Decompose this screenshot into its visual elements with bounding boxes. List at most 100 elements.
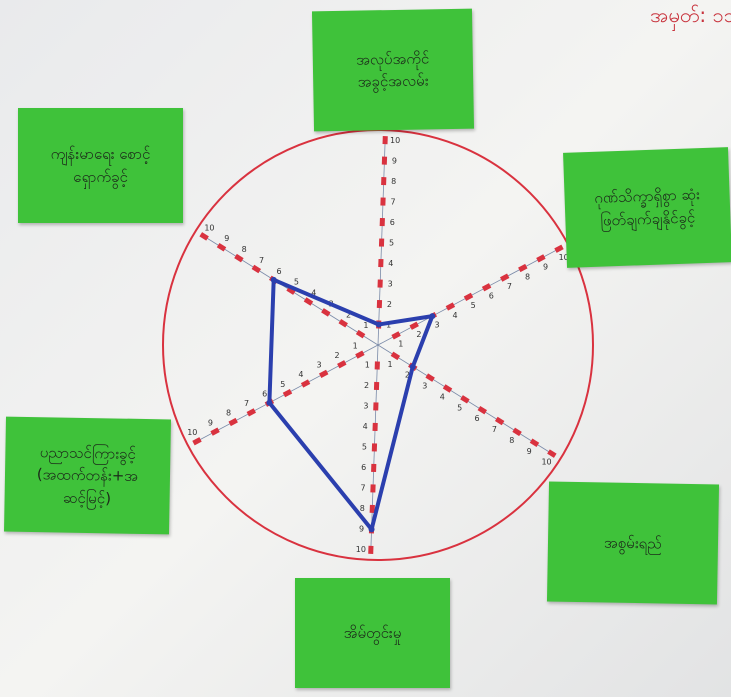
tick-label: 3 — [434, 320, 439, 329]
tick-mark — [518, 263, 528, 273]
tick-label: 1 — [363, 321, 368, 330]
tick-label: 8 — [360, 504, 365, 513]
radar-point — [409, 363, 416, 370]
tick-label: 10 — [390, 136, 400, 145]
tick-mark — [547, 449, 557, 458]
tick-mark — [499, 273, 510, 282]
radar-point — [429, 313, 436, 320]
tick-label: 9 — [208, 418, 213, 427]
tick-label: 8 — [226, 409, 231, 418]
tick-mark — [445, 302, 456, 311]
tick-label: 5 — [471, 301, 476, 310]
tick-mark — [251, 264, 262, 274]
axis-label-note: အလုပ်အကိုင် အခွင့်အလမ်း — [311, 8, 475, 132]
tick-mark — [355, 350, 365, 359]
tick-mark — [318, 369, 329, 378]
tick-label: 4 — [440, 392, 445, 401]
tick-mark — [460, 395, 470, 404]
tick-mark — [494, 416, 505, 426]
tick-mark — [234, 253, 244, 263]
tick-label: 4 — [298, 370, 303, 379]
tick-label: 3 — [388, 279, 393, 288]
tick-label: 4 — [388, 259, 393, 268]
tick-mark — [529, 438, 540, 448]
tick-label: 2 — [416, 330, 421, 339]
axis-label-note: ကျန်းမာရေး စောင့် ရှောက်ခွင့် — [18, 108, 183, 223]
tick-label: 5 — [280, 380, 285, 389]
tick-mark — [409, 321, 419, 330]
tick-label: 9 — [527, 447, 532, 456]
tick-label: 7 — [360, 484, 365, 493]
tick-label: 6 — [276, 267, 281, 276]
tick-label: 10 — [356, 545, 366, 554]
tick-mark — [192, 437, 202, 446]
tick-mark — [300, 379, 311, 388]
tick-label: 8 — [391, 177, 396, 186]
tick-mark — [536, 254, 546, 263]
tick-label: 10 — [187, 428, 197, 437]
tick-mark — [355, 329, 366, 339]
radar-point — [368, 526, 375, 533]
tick-label: 6 — [390, 218, 395, 227]
tick-mark — [554, 244, 564, 253]
tick-label: 5 — [389, 238, 394, 247]
tick-label: 1 — [365, 361, 370, 370]
radar-point — [266, 399, 273, 406]
axis-label-note: အိမ်တွင်းမှု — [295, 578, 450, 688]
tick-label: 2 — [346, 310, 351, 319]
tick-mark — [216, 242, 227, 252]
tick-mark — [286, 286, 296, 295]
tick-label: 1 — [398, 340, 403, 349]
tick-label: 7 — [259, 256, 264, 265]
tick-mark — [391, 331, 401, 340]
axis-label-note: ဂုဏ်သိက္ခာရှိစွာ ဆုံး ဖြတ်ချက်ချနိုင်ခွင… — [563, 147, 731, 268]
tick-label: 9 — [224, 234, 229, 243]
tick-mark — [321, 308, 331, 317]
tick-mark — [199, 232, 209, 241]
tick-label: 7 — [507, 282, 512, 291]
tick-label: 3 — [316, 361, 321, 370]
tick-label: 2 — [335, 351, 340, 360]
tick-label: 6 — [489, 292, 494, 301]
tick-label: 4 — [363, 422, 368, 431]
tick-mark — [512, 427, 522, 437]
tick-label: 2 — [387, 300, 392, 309]
tick-mark — [481, 283, 492, 292]
tick-label: 6 — [262, 389, 267, 398]
tick-mark — [477, 405, 488, 415]
tick-label: 6 — [361, 463, 366, 472]
tick-label: 1 — [388, 360, 393, 369]
tick-mark — [442, 384, 453, 393]
tick-label: 7 — [244, 399, 249, 408]
radar-point — [375, 321, 382, 328]
tick-mark — [338, 319, 348, 328]
radar-point — [270, 276, 277, 283]
tick-label: 5 — [294, 278, 299, 287]
tick-mark — [303, 297, 314, 306]
tick-mark — [210, 427, 220, 436]
axis-label-note: အစွမ်းရည် — [546, 481, 720, 605]
axis-label-note: ပညာသင်ကြားခွင့် (အထက်တန်း+အ ဆင့်မြင့်) — [4, 416, 171, 535]
tick-label: 10 — [541, 458, 551, 467]
tick-mark — [228, 417, 238, 427]
tick-label: 8 — [242, 245, 247, 254]
tick-label: 8 — [525, 272, 530, 281]
tick-label: 10 — [559, 253, 569, 262]
tick-mark — [390, 351, 401, 361]
tick-label: 2 — [364, 381, 369, 390]
tick-mark — [425, 373, 435, 382]
tick-mark — [463, 292, 474, 301]
tick-label: 5 — [457, 403, 462, 412]
tick-label: 9 — [543, 263, 548, 272]
tick-label: 3 — [422, 382, 427, 391]
tick-mark — [282, 389, 293, 398]
tick-label: 9 — [392, 156, 397, 165]
tick-label: 5 — [362, 443, 367, 452]
tick-label: 3 — [363, 402, 368, 411]
tick-label: 7 — [390, 197, 395, 206]
tick-label: 1 — [353, 341, 358, 350]
tick-label: 2 — [405, 371, 410, 380]
tick-label: 4 — [453, 311, 458, 320]
